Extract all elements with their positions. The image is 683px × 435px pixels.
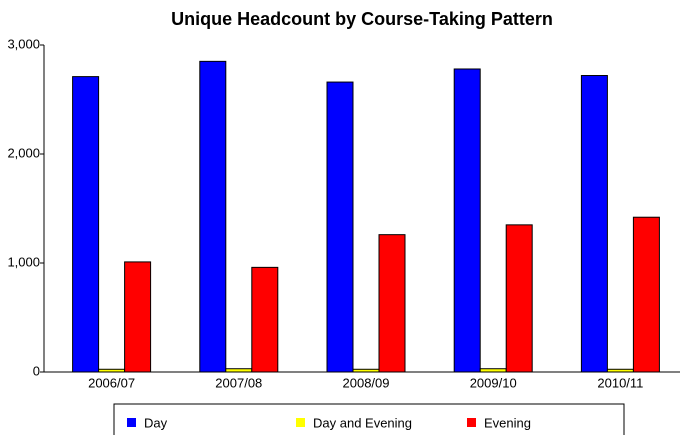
x-tick-label: 2006/07: [88, 375, 135, 390]
legend-swatch: [296, 418, 305, 427]
legend-label: Day: [144, 415, 168, 430]
legend-label: Evening: [484, 415, 531, 430]
bar: [505, 224, 533, 373]
bar: [199, 60, 227, 373]
y-tick-label: 1,000: [7, 254, 40, 269]
y-tick-label: 0: [33, 363, 40, 378]
legend-label: Day and Evening: [313, 415, 412, 430]
bar: [72, 76, 100, 373]
bar: [251, 266, 279, 373]
bar: [453, 68, 481, 373]
y-tick-label: 3,000: [7, 36, 40, 51]
chart-title: Unique Headcount by Course-Taking Patter…: [171, 9, 553, 29]
y-tick-label: 2,000: [7, 145, 40, 160]
bar: [124, 261, 152, 373]
x-tick-label: 2008/09: [343, 375, 390, 390]
x-tick-label: 2009/10: [470, 375, 517, 390]
legend-swatch: [127, 418, 136, 427]
legend-swatch: [467, 418, 476, 427]
bar: [580, 75, 608, 373]
bar: [326, 81, 354, 373]
x-tick-label: 2010/11: [597, 375, 643, 390]
legend-box: [113, 403, 625, 435]
x-tick-label: 2007/08: [215, 375, 262, 390]
bar: [378, 234, 406, 373]
bar: [632, 216, 660, 373]
